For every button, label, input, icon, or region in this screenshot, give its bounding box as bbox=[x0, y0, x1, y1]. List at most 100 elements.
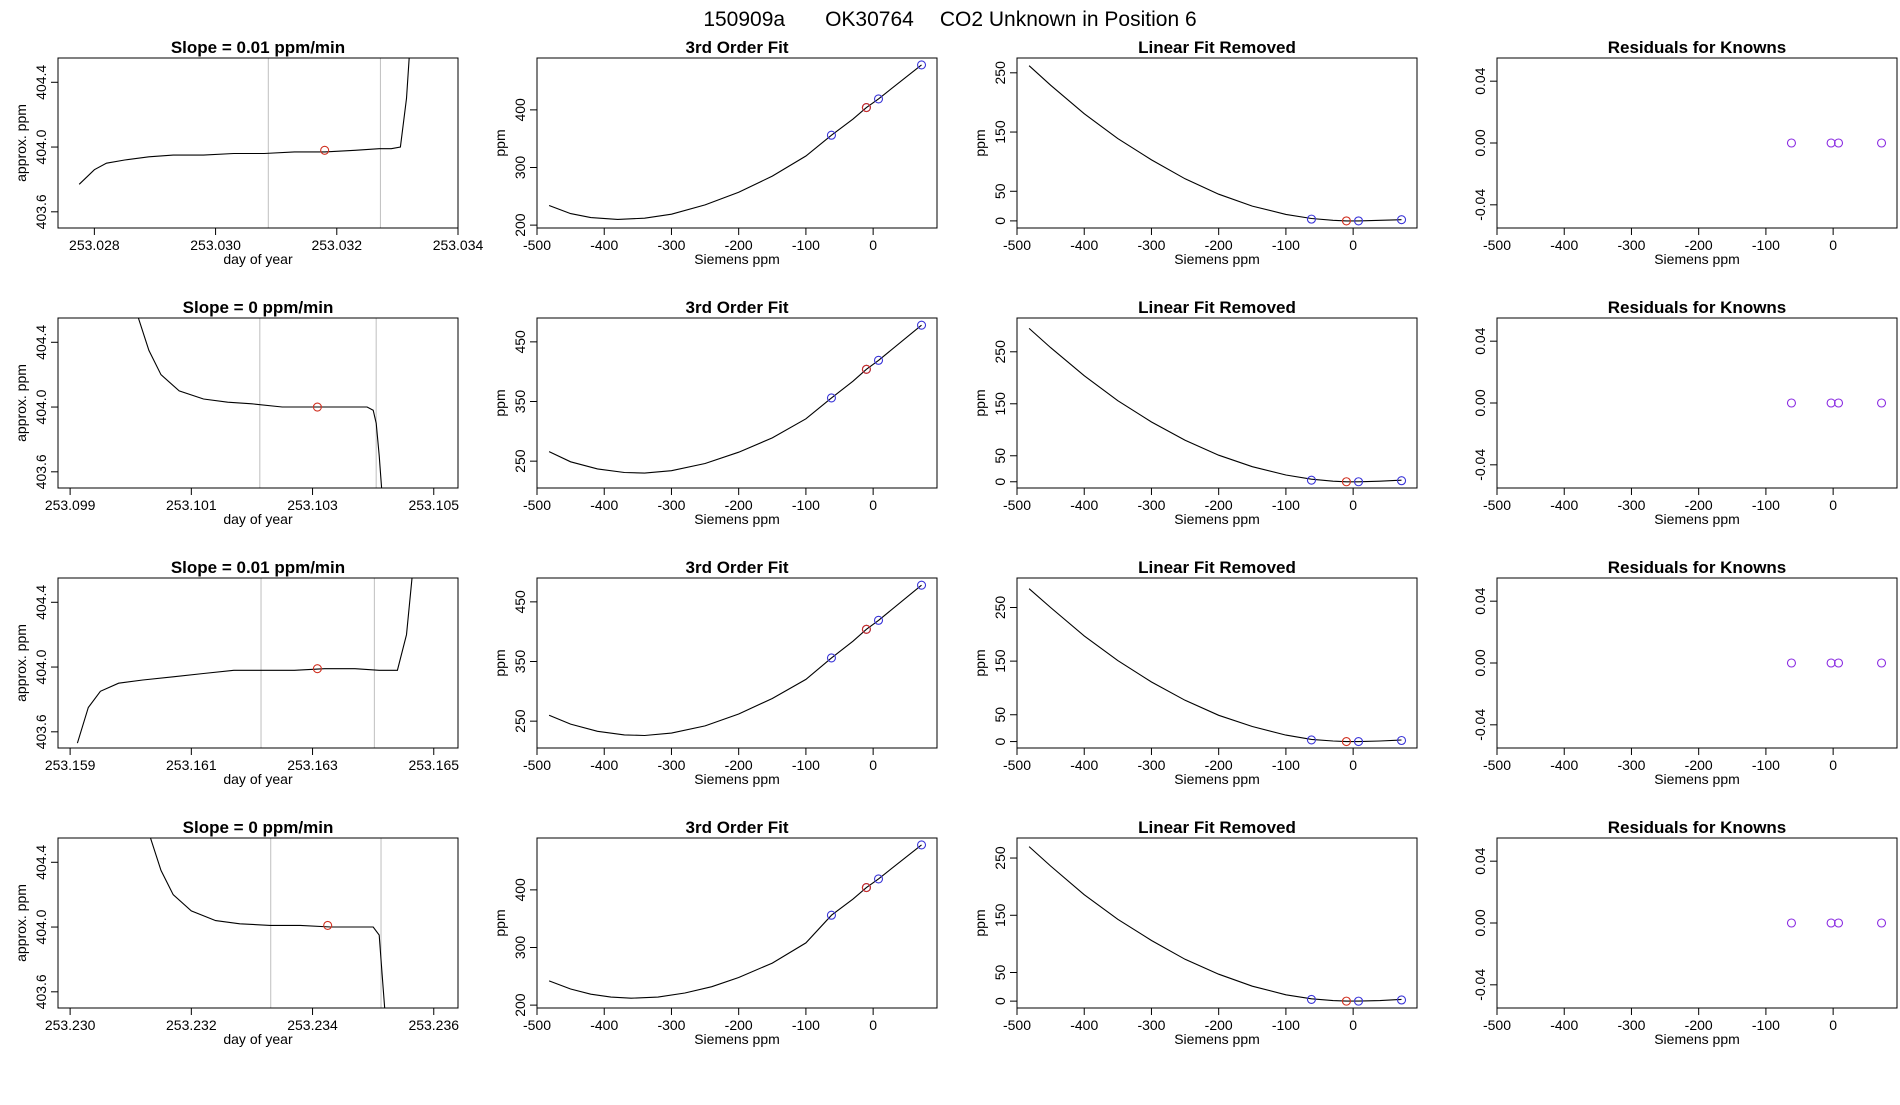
y-tick-label: 250 bbox=[992, 846, 1008, 870]
panel-title: Slope = 0 ppm/min bbox=[183, 818, 334, 837]
x-tick-label: -200 bbox=[1205, 497, 1233, 513]
x-tick-label: -200 bbox=[1685, 757, 1713, 773]
x-tick-label: -200 bbox=[1205, 237, 1233, 253]
x-tick-label: -100 bbox=[1272, 1017, 1300, 1033]
x-tick-label: -200 bbox=[1685, 1017, 1713, 1033]
y-tick-label: 0.00 bbox=[1472, 909, 1488, 936]
x-tick-label: -100 bbox=[792, 237, 820, 253]
x-axis-label: Siemens ppm bbox=[1654, 251, 1740, 267]
figure-description: CO2 Unknown in Position 6 bbox=[940, 8, 1197, 31]
x-tick-label: -300 bbox=[657, 497, 685, 513]
panel-frame bbox=[536, 837, 938, 1009]
x-tick-label: -500 bbox=[1003, 757, 1031, 773]
data-point-red bbox=[861, 624, 871, 634]
panel-title: 3rd Order Fit bbox=[686, 38, 789, 57]
panel-title: Linear Fit Removed bbox=[1138, 818, 1296, 837]
data-point-red bbox=[1341, 216, 1351, 226]
data-point-blue bbox=[873, 94, 884, 104]
x-tick-label: -400 bbox=[1070, 497, 1098, 513]
y-tick-label: 404.4 bbox=[33, 585, 49, 620]
data-point-red bbox=[861, 103, 871, 113]
panel-frame bbox=[1016, 317, 1418, 489]
y-tick-label: 404.4 bbox=[33, 65, 49, 100]
data-point-purple bbox=[1833, 398, 1844, 408]
plot-area bbox=[1786, 138, 1887, 148]
x-tick-label: -300 bbox=[1137, 497, 1165, 513]
panel-frame bbox=[57, 57, 459, 229]
x-tick-label: -500 bbox=[523, 757, 551, 773]
x-tick-label: -500 bbox=[1003, 497, 1031, 513]
panel-title: Linear Fit Removed bbox=[1138, 298, 1296, 317]
x-tick-label: 0 bbox=[869, 497, 877, 513]
y-tick-label: 403.6 bbox=[33, 454, 49, 489]
plot-area bbox=[1786, 658, 1887, 668]
plot-area bbox=[78, 58, 410, 185]
x-tick-label: -200 bbox=[1205, 1017, 1233, 1033]
data-point-blue bbox=[1396, 215, 1407, 225]
x-tick-label: -200 bbox=[725, 757, 753, 773]
x-tick-label: 0 bbox=[869, 757, 877, 773]
x-tick-label: 0 bbox=[1349, 757, 1357, 773]
x-tick-label: -500 bbox=[1003, 1017, 1031, 1033]
plot-area bbox=[1028, 327, 1407, 487]
y-tick-label: 0 bbox=[992, 217, 1008, 225]
x-axis-label: Siemens ppm bbox=[694, 251, 780, 267]
y-tick-label: 150 bbox=[992, 649, 1008, 673]
x-axis-label: Siemens ppm bbox=[1174, 251, 1260, 267]
x-axis-label: Siemens ppm bbox=[694, 511, 780, 527]
data-point-blue bbox=[1353, 737, 1364, 747]
x-tick-label: 253.034 bbox=[433, 237, 484, 253]
data-point-red bbox=[861, 883, 871, 893]
x-tick-label: -200 bbox=[725, 497, 753, 513]
x-axis-label: Siemens ppm bbox=[1174, 1031, 1260, 1047]
y-axis-label: ppm bbox=[492, 129, 508, 156]
tank-id: OK30764 bbox=[825, 8, 914, 31]
x-tick-label: -200 bbox=[1685, 237, 1713, 253]
plot-area bbox=[1786, 918, 1887, 928]
y-tick-label: 150 bbox=[992, 392, 1008, 416]
y-axis-label: approx. ppm bbox=[13, 364, 29, 442]
data-point-blue bbox=[873, 874, 884, 884]
y-tick-label: 300 bbox=[512, 936, 528, 960]
y-tick-label: 450 bbox=[512, 590, 528, 614]
figure-title: 150909a OK30764 CO2 Unknown in Position 6 bbox=[703, 8, 1196, 31]
x-tick-label: -200 bbox=[1205, 757, 1233, 773]
x-tick-label: -400 bbox=[1550, 1017, 1578, 1033]
x-tick-label: -400 bbox=[1550, 237, 1578, 253]
x-tick-label: -300 bbox=[657, 237, 685, 253]
data-point-red bbox=[320, 145, 330, 155]
y-tick-label: 250 bbox=[512, 709, 528, 733]
y-tick-label: 404.4 bbox=[33, 325, 49, 360]
y-tick-label: 403.6 bbox=[33, 714, 49, 749]
x-tick-label: 253.099 bbox=[45, 497, 96, 513]
y-tick-label: 250 bbox=[992, 61, 1008, 85]
x-tick-label: 253.236 bbox=[408, 1017, 459, 1033]
x-tick-label: 0 bbox=[1829, 237, 1837, 253]
x-axis-label: day of year bbox=[223, 251, 293, 267]
x-tick-label: -300 bbox=[1137, 237, 1165, 253]
y-tick-label: 350 bbox=[512, 650, 528, 674]
panel-frame bbox=[536, 57, 938, 229]
plot-area bbox=[137, 318, 383, 488]
panel-r2-c2: Linear Fit Removed -500 -400 -300 -200 -100 0 S… bbox=[972, 558, 1418, 787]
panel-frame bbox=[1016, 57, 1418, 229]
y-tick-label: 350 bbox=[512, 390, 528, 414]
panel-r1-c3: Residuals for Knowns -500 -400 -300 -200 -100… bbox=[1472, 298, 1898, 527]
y-tick-label: 404.0 bbox=[33, 129, 49, 164]
y-tick-label: -0.04 bbox=[1472, 449, 1488, 481]
y-tick-label: -0.04 bbox=[1472, 969, 1488, 1001]
y-tick-label: 0.00 bbox=[1472, 649, 1488, 676]
panel-frame bbox=[57, 577, 459, 749]
panel-r3-c1: 3rd Order Fit -500 -400 -300 -200 -100 0 Siemen… bbox=[492, 818, 938, 1047]
y-axis-label: ppm bbox=[972, 909, 988, 936]
panel-title: 3rd Order Fit bbox=[686, 298, 789, 317]
run-id: 150909a bbox=[703, 8, 785, 31]
data-point-purple bbox=[1833, 138, 1844, 148]
data-point-blue bbox=[916, 320, 927, 330]
y-tick-label: 50 bbox=[992, 965, 1008, 981]
y-tick-label: 404.0 bbox=[33, 389, 49, 424]
y-tick-label: 50 bbox=[992, 183, 1008, 199]
y-tick-label: 250 bbox=[992, 340, 1008, 364]
panel-title: Residuals for Knowns bbox=[1608, 38, 1787, 57]
